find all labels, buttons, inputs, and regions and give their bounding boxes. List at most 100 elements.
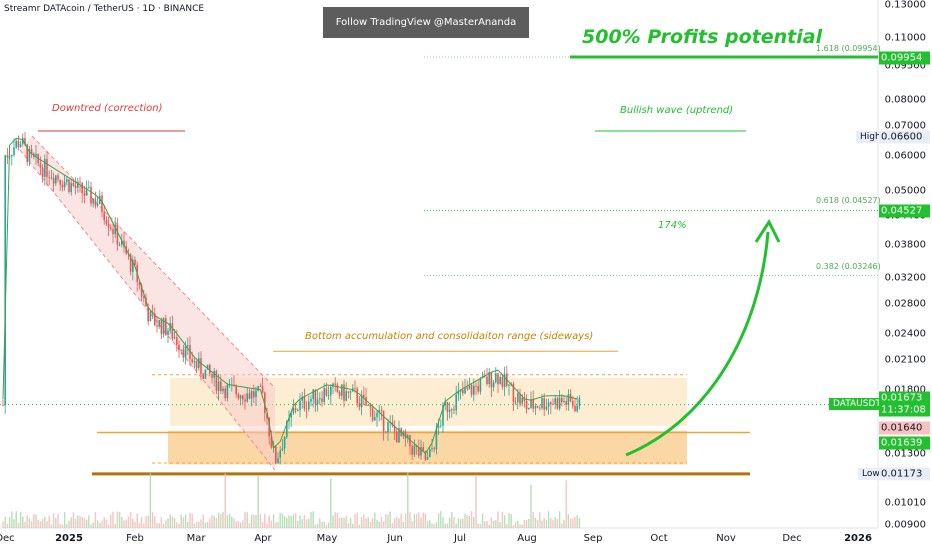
volume-bar — [455, 523, 457, 528]
candle-body — [259, 385, 262, 387]
volume-bar — [543, 517, 545, 528]
moving-average — [2, 137, 578, 455]
bullish-annotation: Bullish wave (uptrend) — [620, 105, 734, 116]
volume-bar — [266, 523, 268, 528]
volume-bar — [415, 514, 418, 528]
volume-bar — [420, 517, 422, 528]
candle-body — [356, 388, 358, 404]
volume-bar — [46, 521, 48, 528]
candle-body — [547, 402, 550, 407]
candle-body — [63, 181, 66, 188]
volume-bar — [4, 516, 6, 528]
volume-bar — [13, 519, 15, 528]
candle-body — [398, 428, 400, 443]
candle-body — [576, 405, 578, 412]
candle-body — [433, 448, 435, 450]
volume-bar — [279, 512, 281, 528]
candle-body — [297, 409, 299, 411]
volume-bar — [253, 514, 255, 528]
volume-bar — [50, 524, 53, 528]
candle-body — [118, 244, 121, 246]
follow-banner[interactable]: Follow TradingView @MasterAnanda — [323, 7, 529, 38]
candle-body — [48, 177, 50, 178]
downtrend-channel — [20, 136, 275, 470]
candle-body — [94, 198, 97, 206]
candle-body — [121, 240, 123, 245]
y-tick-label: 0.08000 — [884, 94, 926, 106]
candle-body — [50, 177, 53, 179]
candle-body — [237, 394, 240, 399]
candle-body — [66, 179, 68, 182]
volume-bar — [52, 513, 55, 528]
candle-body — [154, 313, 156, 326]
p2-price-tag: 0.01640 — [879, 421, 930, 435]
volume-bar — [200, 519, 202, 528]
candle-body — [184, 345, 187, 358]
candle-body — [105, 220, 108, 224]
volume-bar — [341, 517, 343, 528]
volume-bar — [55, 518, 57, 528]
volume-bar — [74, 518, 77, 528]
volume-bar — [105, 519, 108, 528]
volume-bar — [323, 521, 325, 528]
volume-bar — [385, 514, 387, 528]
volume-bar — [437, 513, 440, 528]
volume-bar — [468, 516, 471, 528]
volume-bar — [165, 520, 167, 528]
candle-body — [519, 393, 521, 404]
y-tick-label: 0.01800 — [884, 384, 926, 396]
candle-body — [550, 402, 552, 405]
candle-body — [292, 408, 295, 414]
volume-bar — [552, 520, 554, 528]
volume-bar — [136, 513, 138, 528]
candle-body — [512, 383, 515, 402]
volume-bar — [380, 516, 383, 528]
volume-bar — [127, 516, 130, 528]
candle-body — [488, 372, 490, 385]
candle-body — [411, 446, 413, 455]
volume-bar — [462, 518, 464, 528]
candle-body — [294, 408, 297, 411]
candle-body — [497, 373, 499, 385]
candle-body — [250, 391, 253, 399]
volume-bar — [387, 514, 389, 528]
bullish-arrowhead — [754, 218, 781, 243]
candle-body — [52, 177, 55, 184]
volume-bar — [158, 523, 160, 528]
candle-body — [556, 398, 559, 409]
volume-bar — [497, 511, 499, 528]
candle-body — [345, 391, 347, 401]
candle-body — [195, 361, 198, 368]
candle-body — [253, 391, 255, 398]
volume-bar — [530, 484, 532, 528]
candle-body — [140, 285, 143, 297]
candle-body — [132, 259, 134, 272]
candle-body — [156, 325, 158, 327]
candle-body — [343, 384, 345, 401]
volume-bar — [178, 524, 180, 528]
candle-body — [424, 450, 427, 460]
x-tick-label: May — [316, 533, 338, 544]
candle-body — [444, 402, 446, 406]
volume-bar — [138, 522, 141, 528]
volume-bar — [110, 514, 112, 528]
candle-body — [4, 155, 6, 406]
candle-body — [70, 183, 72, 192]
candle-body — [499, 376, 501, 385]
downtrend-annotation: Downtred (correction) — [52, 103, 163, 114]
volume-bar — [248, 523, 251, 528]
volume-bar — [8, 517, 11, 528]
volume-bar — [486, 521, 488, 528]
volume-bar — [534, 517, 537, 528]
volume-bar — [275, 522, 277, 528]
candle-body — [517, 393, 519, 402]
volume-bar — [171, 516, 174, 528]
volume-bar — [246, 512, 248, 528]
candle-body — [378, 410, 380, 413]
volume-bar — [457, 518, 460, 528]
target2-price-tag: 0.04527 — [879, 204, 930, 218]
candle-body — [176, 337, 178, 345]
volume-bar — [26, 515, 28, 528]
candle-body — [338, 391, 341, 396]
